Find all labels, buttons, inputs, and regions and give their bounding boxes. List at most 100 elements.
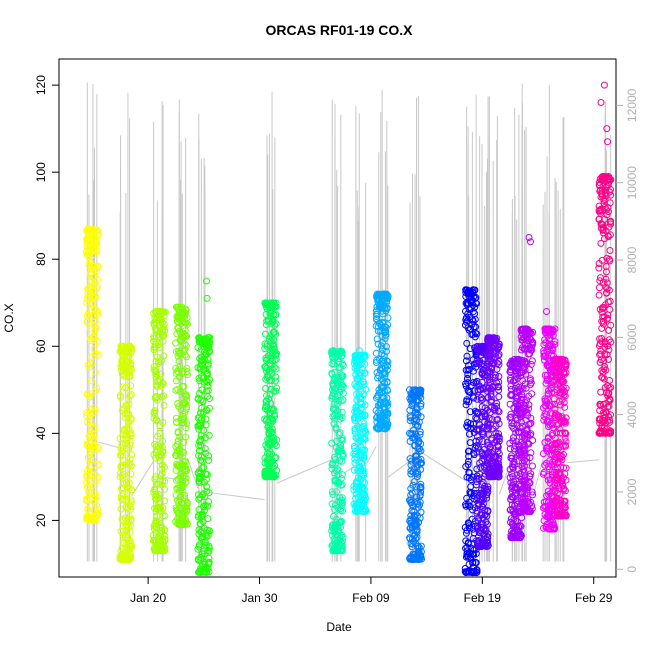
data-point <box>462 463 470 470</box>
series-flight-4 <box>172 303 191 529</box>
series-flight-13 <box>484 334 503 481</box>
data-point <box>527 449 535 457</box>
data-point <box>333 376 341 384</box>
data-point <box>86 431 94 438</box>
data-point <box>406 437 414 445</box>
data-point <box>479 408 487 416</box>
data-point <box>406 406 414 414</box>
data-point <box>360 485 368 493</box>
data-point <box>414 461 422 469</box>
data-point <box>272 365 280 373</box>
data-point <box>471 303 479 311</box>
data-point <box>176 433 184 441</box>
series-flight-5 <box>194 277 214 577</box>
data-point <box>89 409 97 417</box>
data-point <box>410 507 418 515</box>
data-point <box>469 559 477 567</box>
data-point <box>359 484 367 491</box>
data-point <box>514 428 522 436</box>
data-point-outlier <box>600 81 608 89</box>
data-point <box>156 430 164 437</box>
data-point <box>89 456 97 464</box>
data-point <box>495 393 503 401</box>
data-point <box>182 405 190 413</box>
data-point <box>508 357 515 365</box>
chart-title: ORCAS RF01-19 CO.X <box>265 22 413 38</box>
data-point <box>473 377 481 385</box>
data-point <box>118 555 125 563</box>
data-point <box>360 420 368 428</box>
data-point <box>93 263 101 271</box>
data-point <box>334 447 342 455</box>
data-point <box>508 485 516 492</box>
data-point <box>198 510 206 518</box>
data-point <box>465 560 473 568</box>
data-point <box>361 352 368 360</box>
data-point <box>329 531 336 539</box>
data-point <box>408 489 416 497</box>
data-point <box>196 567 204 575</box>
data-point <box>201 539 209 547</box>
data-point <box>268 425 276 433</box>
data-point <box>478 370 486 378</box>
data-point <box>92 477 100 485</box>
data-point <box>487 387 495 395</box>
data-point <box>156 539 164 547</box>
data-point <box>268 357 276 365</box>
data-point <box>87 390 95 398</box>
data-point <box>86 409 94 417</box>
data-point <box>473 380 481 388</box>
data-point <box>202 351 210 359</box>
data-point <box>466 408 474 416</box>
data-point <box>466 488 474 496</box>
data-point <box>160 463 168 471</box>
data-point <box>179 307 186 315</box>
data-point <box>117 492 125 500</box>
series-flight-3 <box>149 308 169 555</box>
data-point <box>159 418 167 426</box>
data-point <box>360 454 368 462</box>
data-point <box>125 445 133 453</box>
data-point <box>196 365 204 373</box>
data-point <box>195 447 203 455</box>
data-point <box>88 337 95 344</box>
data-point <box>513 358 521 366</box>
data-point <box>383 357 391 365</box>
data-point <box>127 539 135 547</box>
data-point <box>268 334 276 342</box>
data-point <box>330 512 337 520</box>
data-point <box>182 474 190 482</box>
data-point <box>201 445 209 453</box>
data-point <box>88 234 96 242</box>
data-point <box>506 474 514 482</box>
data-point <box>382 324 390 332</box>
data-point <box>205 558 213 566</box>
data-point <box>91 317 99 325</box>
data-point <box>266 460 274 468</box>
data-point <box>352 406 360 414</box>
data-point <box>463 473 471 481</box>
data-point <box>360 353 368 360</box>
data-point <box>373 335 381 343</box>
data-point <box>481 413 489 420</box>
data-point <box>194 545 202 553</box>
data-point <box>484 530 492 538</box>
data-point <box>352 403 360 411</box>
data-point <box>269 317 277 325</box>
data-point <box>415 543 423 551</box>
data-point <box>91 404 99 412</box>
data-point <box>329 380 337 387</box>
data-point <box>518 422 526 430</box>
data-point <box>156 547 164 555</box>
data-point <box>335 537 343 545</box>
data-point <box>334 347 342 355</box>
data-point <box>203 471 211 478</box>
data-point <box>379 290 387 298</box>
data-point <box>464 299 472 307</box>
data-point <box>512 414 520 422</box>
altitude-connector <box>276 459 332 484</box>
data-point <box>205 498 213 506</box>
data-point <box>263 374 271 382</box>
data-point <box>332 395 340 403</box>
data-point <box>197 339 205 347</box>
